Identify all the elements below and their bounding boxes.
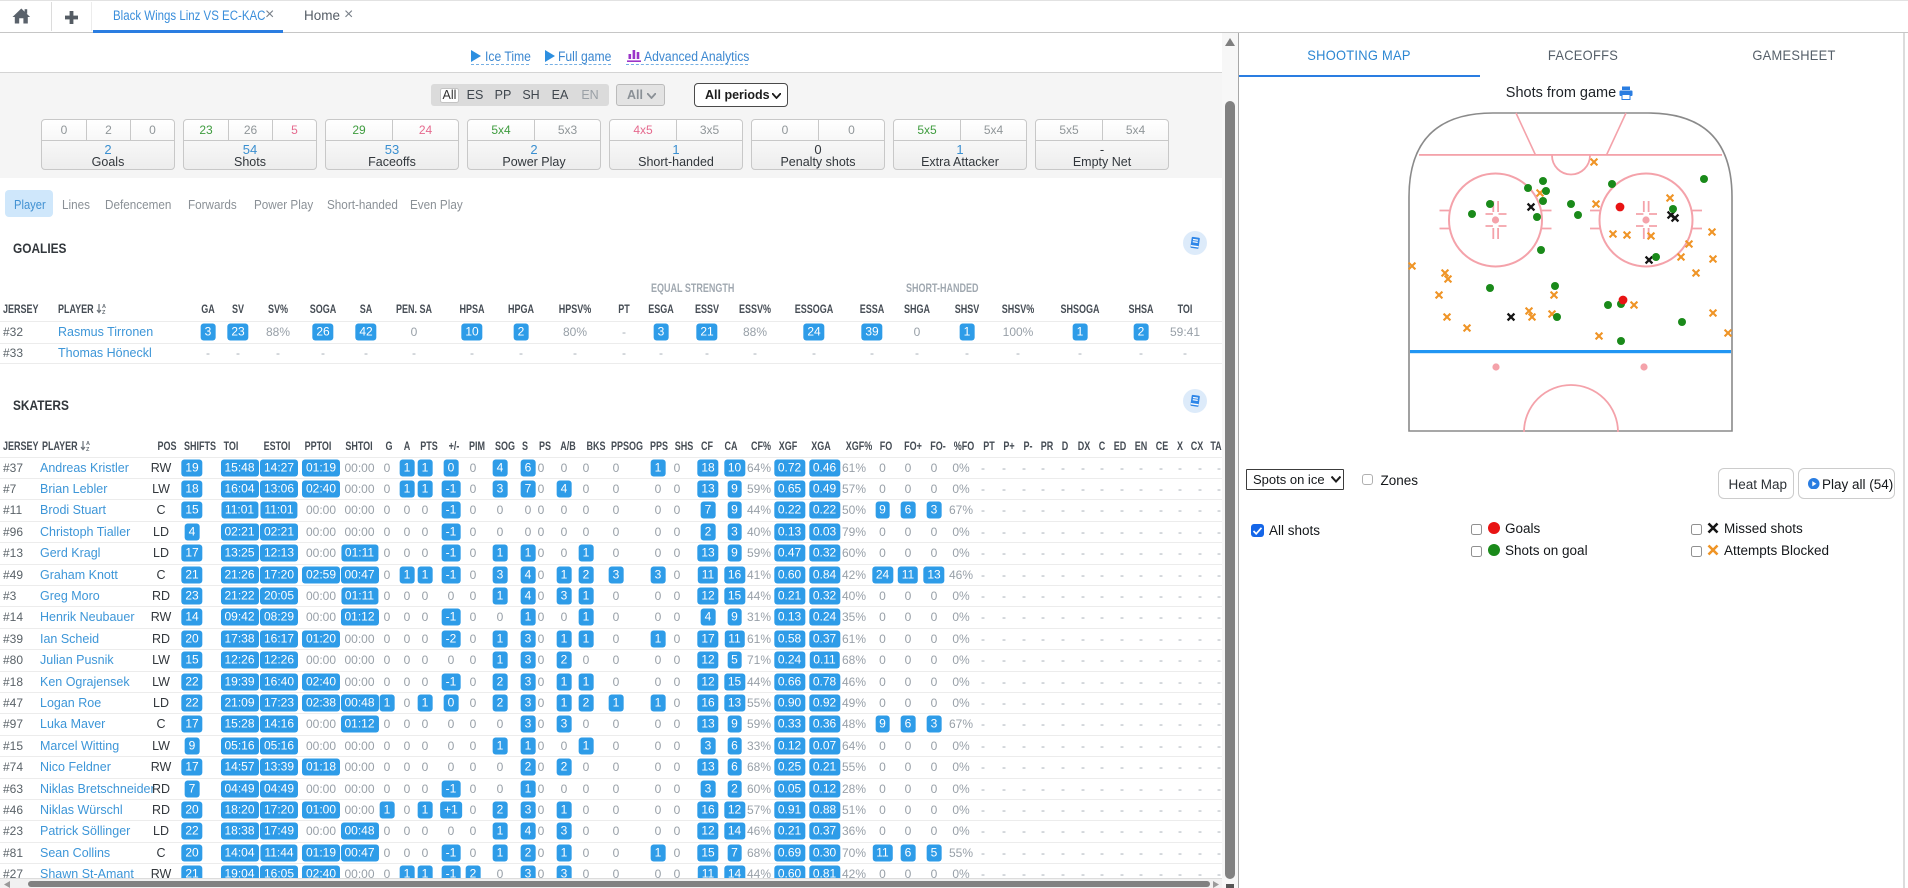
svg-text:A: A <box>102 304 106 310</box>
svg-text:A: A <box>86 441 90 447</box>
svg-text:Z: Z <box>86 447 90 452</box>
svg-text:Z: Z <box>102 310 106 315</box>
